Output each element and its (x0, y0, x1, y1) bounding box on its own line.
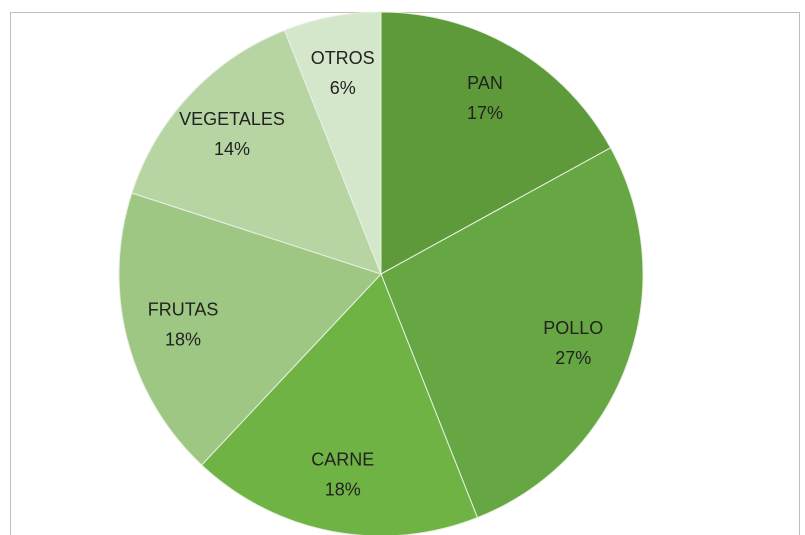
pie-slice (380, 11, 612, 275)
pie-slice (283, 11, 382, 275)
slice-label: CARNE (311, 449, 374, 469)
slice-label: POLLO (543, 318, 603, 338)
slice-label: PAN (467, 73, 503, 93)
pie-slice (200, 273, 479, 535)
pie-slice (380, 147, 644, 519)
slice-value: 18% (325, 479, 361, 499)
slice-value: 18% (165, 330, 201, 350)
pie-slice (118, 192, 382, 466)
slice-value: 27% (555, 348, 591, 368)
slice-label: VEGETALES (179, 109, 285, 129)
slice-label: OTROS (311, 48, 375, 68)
pie-slice (131, 29, 382, 275)
slice-label: FRUTAS (148, 300, 219, 320)
slice-value: 17% (467, 103, 503, 123)
slice-value: 6% (330, 78, 356, 98)
slice-value: 14% (214, 139, 250, 159)
